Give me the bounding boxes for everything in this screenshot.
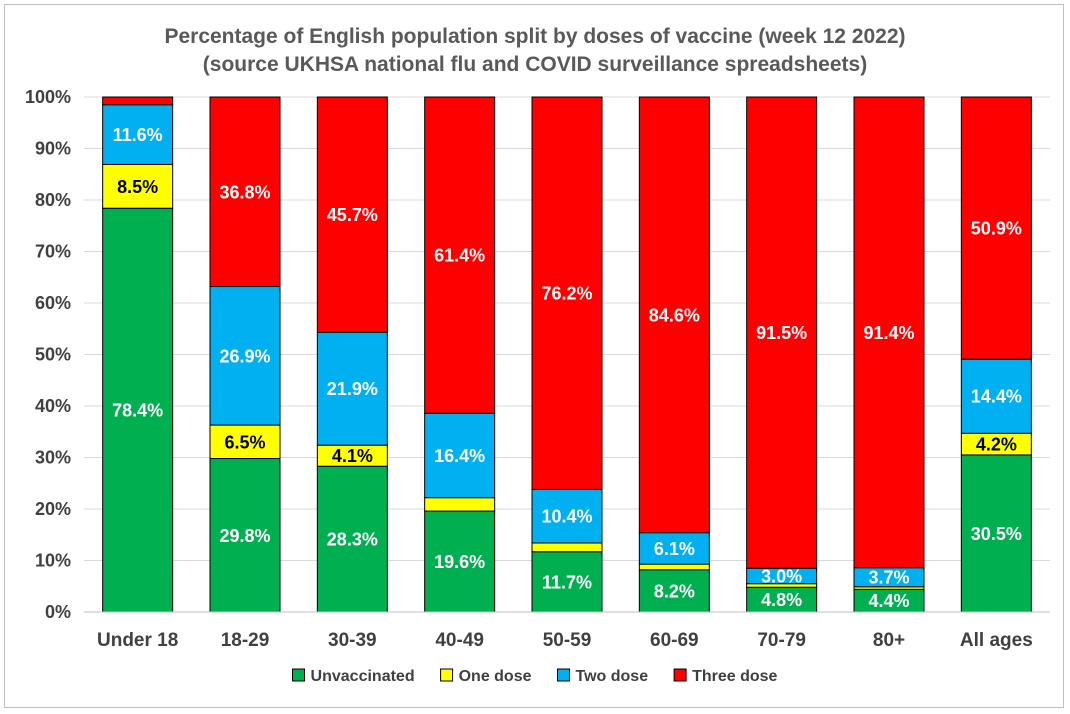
legend-swatch <box>673 668 687 682</box>
data-label: 29.8% <box>219 526 270 546</box>
x-category-label: Under 18 <box>97 630 178 651</box>
data-label: 45.7% <box>327 205 378 225</box>
data-label: 30.5% <box>971 524 1022 544</box>
bar-segment-three-dose <box>853 96 925 569</box>
y-tick-label: 50% <box>35 345 71 365</box>
data-label: 11.7% <box>542 572 592 592</box>
legend-item: Unvaccinated <box>292 668 415 685</box>
vaccination-chart: Percentage of English population split b… <box>25 25 1050 685</box>
data-label: 91.5% <box>756 323 807 343</box>
legend-swatch <box>557 668 570 682</box>
bar-segment-two-dose <box>209 286 281 426</box>
y-tick-label: 30% <box>35 448 71 468</box>
y-tick-label: 0% <box>45 602 71 622</box>
y-tick-label: 100% <box>25 87 71 107</box>
data-labels: 78.4% 8.5% 11.6% 29.8% 6.5% 26.9% 36.8% 28.3% 4.… <box>112 125 1022 611</box>
chart-frame: Percentage of English population split b… <box>4 4 1064 708</box>
legend-swatch <box>440 668 454 682</box>
data-label: 4.2% <box>976 435 1017 455</box>
legend-item: Three dose <box>673 668 778 685</box>
y-tick-label: 80% <box>35 190 71 210</box>
data-label: 8.5% <box>117 177 158 197</box>
y-axis-ticks: 0% 10% 20% 30% 40% 50% 60% 70% 80% 90% 100% <box>25 87 71 622</box>
bar-segment-two-dose <box>424 412 496 499</box>
bar-segment-one-dose <box>424 497 496 512</box>
bar-segment-one-dose <box>531 542 603 553</box>
data-label: 11.6% <box>113 125 163 145</box>
x-category-label: All ages <box>960 630 1033 651</box>
data-label: 6.1% <box>654 539 695 559</box>
data-label: 61.4% <box>434 246 485 266</box>
bar-segment-one-dose <box>638 563 710 571</box>
chart-subtitle: (source UKHSA national flu and COVID sur… <box>203 53 867 76</box>
bar-segment-three-dose <box>746 96 818 569</box>
legend-label: Two dose <box>576 668 649 685</box>
bar-segment-unvaccinated <box>531 551 603 613</box>
data-label: 21.9% <box>327 379 378 399</box>
bar-segment-three-dose <box>102 96 174 106</box>
y-tick-label: 20% <box>35 499 71 519</box>
data-label: 10.4% <box>541 507 592 527</box>
bar-segment-three-dose <box>316 96 388 333</box>
data-label: 26.9% <box>219 346 270 366</box>
legend-label: Unvaccinated <box>311 668 415 685</box>
data-label: 28.3% <box>327 530 378 550</box>
bar-segment-three-dose <box>960 96 1032 360</box>
legend-label: Three dose <box>692 668 777 685</box>
bar-segment-two-dose <box>960 358 1032 434</box>
data-label: 8.2% <box>654 581 695 601</box>
bar-segment-two-dose <box>316 331 388 446</box>
bar-segment-three-dose <box>638 96 710 534</box>
chart-title: Percentage of English population split b… <box>164 25 905 48</box>
x-category-label: 60-69 <box>650 630 699 651</box>
data-label: 76.2% <box>541 284 592 304</box>
data-label: 4.8% <box>761 590 802 610</box>
bar-segment-one-dose <box>209 424 281 460</box>
bars <box>102 96 1032 613</box>
legend-label: One dose <box>459 668 532 685</box>
data-label: 14.4% <box>971 387 1022 407</box>
data-label: 84.6% <box>649 305 700 325</box>
data-label: 19.6% <box>434 552 485 572</box>
data-label: 36.8% <box>219 182 270 202</box>
data-label: 3.7% <box>868 568 909 588</box>
bar-segment-unvaccinated <box>424 510 496 613</box>
bar-segment-two-dose <box>638 532 710 565</box>
bar-segment-unvaccinated <box>746 586 818 613</box>
legend-item: One dose <box>440 668 532 685</box>
data-label: 4.1% <box>332 446 373 466</box>
data-label: 6.5% <box>224 432 265 452</box>
x-category-label: 40-49 <box>435 630 484 651</box>
bar-segment-three-dose <box>531 96 603 490</box>
legend: Unvaccinated One dose Two dose Three dose <box>292 668 778 685</box>
y-tick-label: 90% <box>35 139 71 159</box>
bar-segment-two-dose <box>102 104 174 165</box>
x-category-label: 30-39 <box>328 630 377 651</box>
legend-item: Two dose <box>557 668 649 685</box>
data-label: 91.4% <box>863 323 914 343</box>
legend-swatch <box>292 668 306 682</box>
data-label: 16.4% <box>434 446 485 466</box>
x-category-label: 18-29 <box>221 630 270 651</box>
y-tick-label: 40% <box>35 396 71 416</box>
bar-segment-unvaccinated <box>638 569 710 613</box>
y-tick-label: 70% <box>35 242 71 262</box>
x-category-label: 50-59 <box>543 630 592 651</box>
bar-segment-three-dose <box>424 96 496 414</box>
data-label: 4.4% <box>868 591 909 611</box>
data-label: 50.9% <box>971 219 1022 239</box>
data-label: 78.4% <box>112 401 163 421</box>
bar-segment-three-dose <box>209 96 281 288</box>
y-tick-label: 60% <box>35 293 71 313</box>
y-tick-label: 10% <box>35 551 71 571</box>
x-axis-categories: Under 18 18-29 30-39 40-49 50-59 60-69 70-79 80… <box>97 630 1033 651</box>
x-category-label: 80+ <box>873 630 905 651</box>
data-label: 3.0% <box>761 566 802 586</box>
bar-segment-unvaccinated <box>316 465 388 613</box>
bar-segment-two-dose <box>531 488 603 544</box>
bar-segment-one-dose <box>102 163 174 209</box>
x-category-label: 70-79 <box>757 630 806 651</box>
